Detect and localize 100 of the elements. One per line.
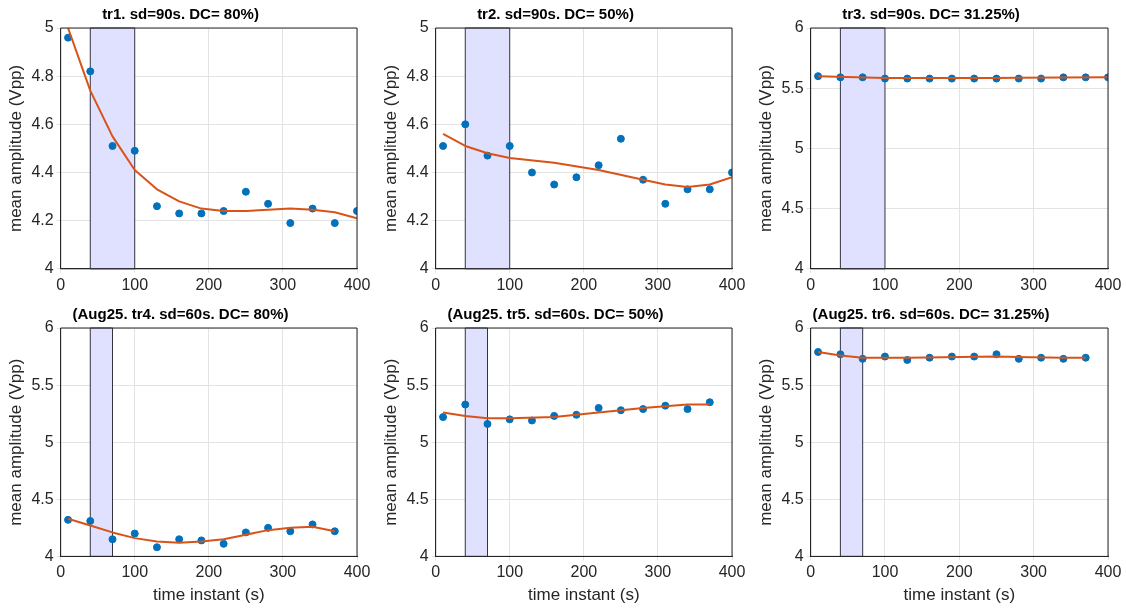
point	[683, 405, 692, 414]
point	[594, 403, 603, 412]
point	[616, 134, 625, 143]
y-tick-label: 4	[794, 259, 804, 277]
y-axis-title: mean amplitude (Vpp)	[755, 64, 775, 233]
x-tick-label: 0	[431, 563, 441, 581]
point	[439, 141, 448, 150]
point	[108, 141, 117, 150]
x-tick-label: 400	[1094, 563, 1122, 581]
y-tick-label: 4	[44, 259, 54, 277]
y-axis-title: mean amplitude (Vpp)	[380, 358, 400, 526]
point	[152, 543, 161, 552]
y-axis-title: mean amplitude (Vpp)	[5, 64, 25, 233]
y-tick-label: 4.4	[406, 162, 429, 180]
point	[330, 219, 339, 228]
point	[108, 535, 117, 544]
y-tick-label: 4.8	[406, 66, 429, 84]
point	[86, 67, 95, 76]
point	[286, 219, 295, 228]
x-tick-label: 200	[570, 563, 598, 581]
point	[264, 199, 273, 208]
y-tick-label: 6	[794, 318, 804, 336]
x-tick-label: 400	[343, 563, 371, 581]
y-tick-label: 4.5	[406, 489, 429, 507]
x-axis-title: time instant (s)	[528, 585, 640, 605]
y-tick-label: 5.5	[31, 375, 54, 393]
point	[175, 209, 184, 218]
y-tick-label: 4	[419, 259, 429, 277]
x-tick-label: 100	[496, 563, 524, 581]
y-tick-label: 5	[419, 18, 429, 36]
chart-title: tr1. sd=90s. DC= 80%)	[102, 5, 259, 23]
point	[175, 535, 184, 544]
y-tick-label: 4.5	[781, 489, 804, 507]
chart-title: (Aug25. tr5. sd=60s. DC= 50%)	[447, 305, 664, 323]
x-tick-label: 0	[806, 275, 816, 293]
y-tick-label: 5.5	[406, 375, 429, 393]
x-tick-label: 0	[806, 563, 816, 581]
point	[219, 539, 228, 548]
y-tick-label: 4.2	[406, 211, 429, 229]
y-axis-title: mean amplitude (Vpp)	[380, 64, 400, 233]
y-tick-label: 4	[419, 546, 429, 564]
x-tick-label: 200	[945, 563, 973, 581]
x-tick-label: 300	[269, 563, 297, 581]
y-tick-label: 5	[794, 138, 804, 156]
chart-title: (Aug25. tr6. sd=60s. DC= 31.25%)	[812, 305, 1050, 323]
x-tick-label: 400	[343, 275, 371, 293]
x-axis-title: time instant (s)	[903, 585, 1016, 605]
x-tick-label: 100	[871, 563, 899, 581]
y-tick-label: 5	[794, 432, 804, 450]
y-tick-label: 4.6	[31, 114, 54, 132]
point	[705, 185, 714, 194]
point	[505, 141, 514, 150]
y-tick-label: 4.4	[31, 162, 54, 180]
x-tick-label: 400	[718, 563, 746, 581]
chart-title: tr2. sd=90s. DC= 50%)	[477, 5, 634, 23]
point	[527, 168, 536, 177]
point	[130, 146, 139, 155]
point	[572, 173, 581, 182]
x-tick-label: 200	[945, 275, 973, 293]
x-tick-label: 100	[871, 275, 899, 293]
x-tick-label: 300	[1020, 563, 1048, 581]
y-tick-label: 4	[44, 546, 54, 564]
y-axis-title: mean amplitude (Vpp)	[5, 358, 25, 526]
y-tick-label: 5	[44, 432, 54, 450]
x-tick-label: 400	[718, 275, 746, 293]
y-tick-label: 6	[419, 318, 429, 336]
point	[550, 180, 559, 189]
point	[439, 413, 448, 422]
point	[483, 419, 492, 428]
x-tick-label: 0	[56, 563, 66, 581]
x-tick-label: 400	[1094, 275, 1122, 293]
x-tick-label: 0	[431, 275, 441, 293]
y-tick-label: 4.8	[31, 66, 54, 84]
point	[594, 161, 603, 170]
y-tick-label: 6	[44, 318, 54, 336]
x-tick-label: 100	[496, 275, 524, 293]
x-tick-label: 300	[269, 275, 297, 293]
point	[461, 120, 470, 129]
chart-title: tr3. sd=90s. DC= 31.25%)	[842, 5, 1020, 23]
x-tick-label: 300	[644, 275, 672, 293]
x-tick-label: 100	[121, 275, 149, 293]
x-tick-label: 200	[195, 275, 223, 293]
y-axis-title: mean amplitude (Vpp)	[755, 358, 775, 526]
y-tick-label: 4.2	[31, 211, 54, 229]
x-tick-label: 200	[195, 563, 223, 581]
y-tick-label: 6	[794, 18, 804, 36]
point	[197, 209, 206, 218]
y-tick-label: 5	[44, 18, 54, 36]
y-tick-label: 4.6	[406, 114, 429, 132]
point	[86, 517, 95, 525]
y-tick-label: 4.5	[781, 199, 804, 217]
x-tick-label: 0	[56, 275, 66, 293]
point	[152, 202, 161, 211]
point	[661, 199, 670, 208]
x-axis-title: time instant (s)	[153, 585, 265, 605]
y-tick-label: 5.5	[781, 375, 804, 393]
y-tick-label: 4	[794, 546, 804, 564]
point	[241, 187, 250, 196]
y-tick-label: 5.5	[781, 78, 804, 96]
y-tick-label: 4.5	[31, 489, 54, 507]
